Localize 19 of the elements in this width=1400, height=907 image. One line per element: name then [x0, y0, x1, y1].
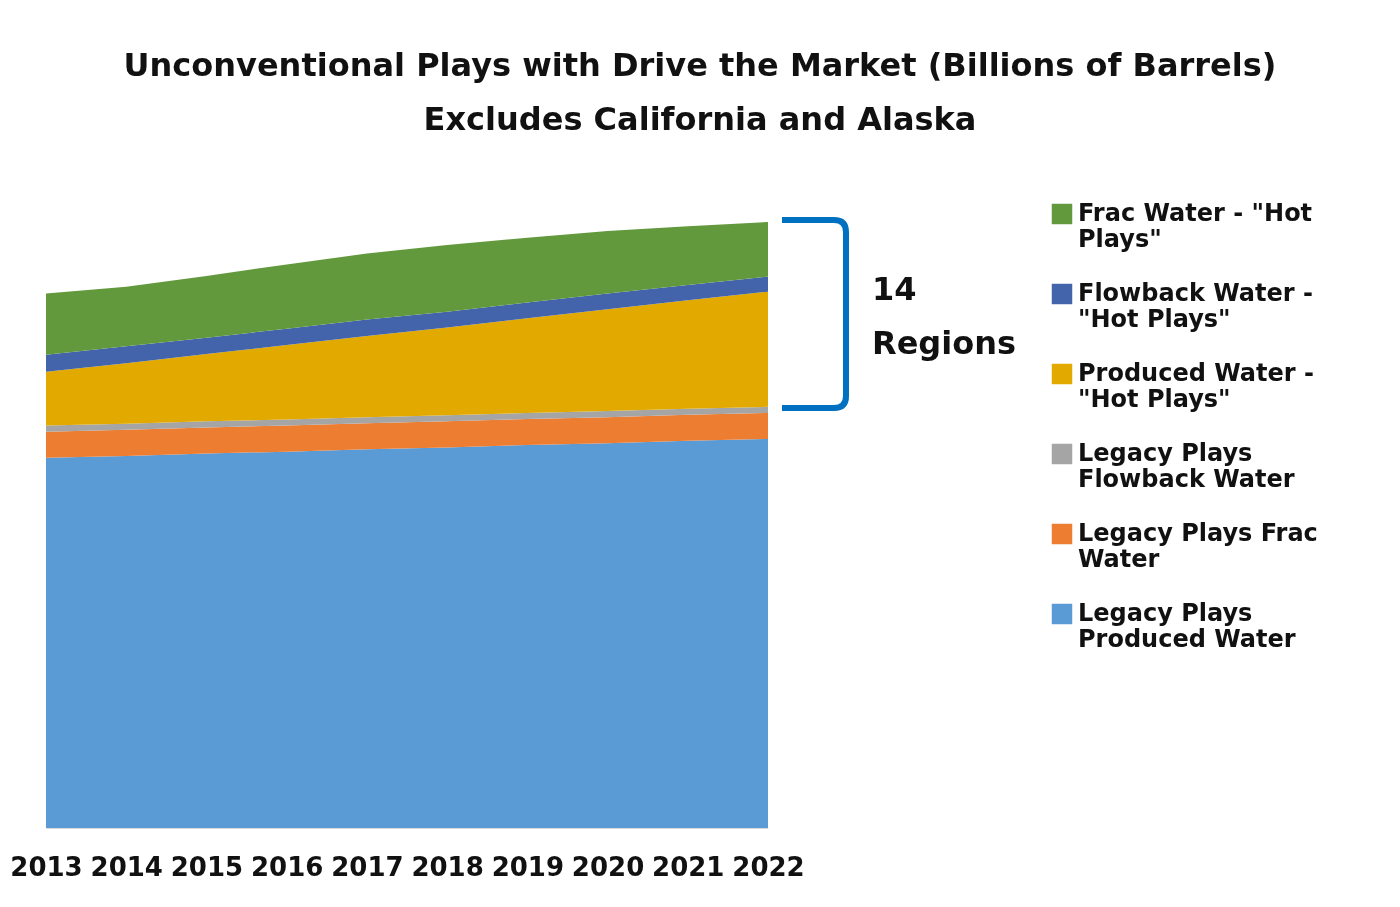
x-tick-label: 2013: [10, 851, 83, 882]
legend-label: Legacy Plays Frac Water: [1078, 519, 1318, 573]
text: 14 Regions: [872, 269, 1018, 364]
x-tick-label: 2018: [411, 851, 484, 882]
legend-label: Produced Water - "Hot Plays": [1078, 359, 1314, 413]
legend-label: Flowback Water - "Hot Plays": [1078, 279, 1313, 333]
x-tick-label: 2021: [652, 851, 725, 882]
x-tick-label: 2016: [250, 851, 324, 882]
chart-title: Unconventional Plays with Drive the Market (Billions of Barrels): [122, 45, 1278, 86]
x-tick-label: 2022: [732, 851, 805, 882]
chart-subtitle: Excludes California and Alaska: [422, 99, 978, 140]
x-tick-label: 2020: [571, 851, 645, 882]
x-tick-label: 2014: [90, 851, 163, 882]
x-tick-label: 2017: [331, 851, 404, 882]
legend-label: Legacy Plays Produced Water: [1078, 599, 1296, 653]
legend-label: Legacy Plays Flowback Water: [1078, 439, 1295, 493]
x-tick-label: 2015: [170, 851, 244, 882]
legend-label: Frac Water - "Hot Plays": [1078, 199, 1313, 253]
x-tick-label: 2019: [491, 851, 565, 882]
